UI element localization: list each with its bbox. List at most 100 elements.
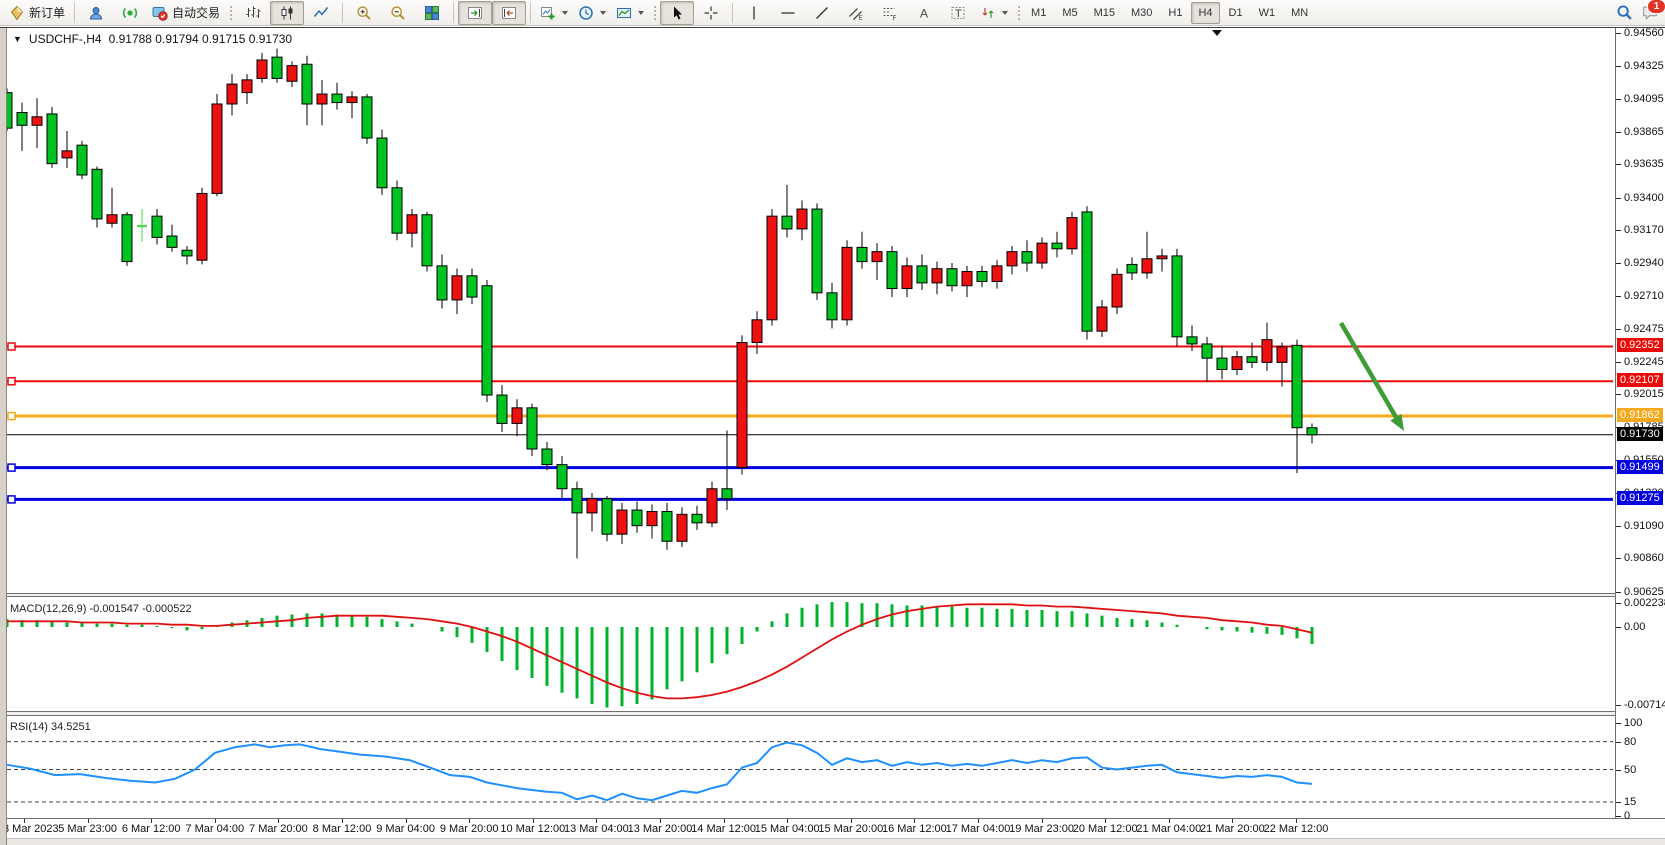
fibonacci-button[interactable]: F — [873, 1, 907, 25]
price-tick-label: 0.90860 — [1624, 552, 1664, 565]
price-tick — [1616, 230, 1621, 232]
signals-icon — [122, 7, 138, 18]
zoom-in-button[interactable] — [347, 1, 381, 25]
candle — [1216, 357, 1228, 370]
candle — [721, 488, 733, 500]
new-order-button[interactable]: 新订单 — [4, 1, 70, 25]
new-order-label: 新订单 — [29, 6, 66, 20]
price-tick-label: 0.90625 — [1624, 585, 1664, 598]
time-label: 8 Mar 12:00 — [312, 823, 372, 835]
timeframe-button-M15[interactable]: M15 — [1093, 6, 1115, 19]
candle — [556, 464, 568, 490]
line-handle[interactable] — [7, 342, 16, 351]
collapse-chart-icon[interactable]: ▼ — [13, 34, 22, 44]
candle — [736, 342, 748, 468]
line-handle[interactable] — [7, 495, 16, 504]
time-label: 10 Mar 12:00 — [500, 823, 566, 835]
timeframe-button-M30[interactable]: M30 — [1131, 6, 1153, 19]
price-tick-label: 0.92245 — [1624, 355, 1664, 368]
line-price-label: 0.92352 — [1617, 338, 1663, 353]
text-label-button[interactable]: T — [941, 1, 975, 25]
candle — [421, 214, 433, 267]
timeframe-button-H4[interactable]: H4 — [1191, 1, 1220, 24]
fibonacci-icon: F — [883, 7, 897, 21]
community-button[interactable] — [79, 1, 113, 25]
new-order-icon — [10, 5, 24, 20]
line-handle[interactable] — [7, 377, 16, 386]
line-handle[interactable] — [7, 411, 16, 421]
price-tick-label: 0.92940 — [1624, 257, 1664, 269]
main-chart[interactable] — [0, 28, 1615, 593]
channel-button[interactable]: E — [839, 1, 873, 25]
price-tick-label: 0.93170 — [1624, 224, 1664, 237]
toolbar-drag-handle[interactable] — [652, 3, 658, 22]
time-tick — [1105, 819, 1107, 823]
bar-chart-button[interactable] — [236, 1, 270, 25]
text-button[interactable]: A — [907, 1, 941, 25]
arrows-button[interactable] — [975, 1, 1013, 25]
zoom-out-button[interactable] — [381, 1, 415, 25]
panel-splitter[interactable] — [0, 593, 1665, 597]
rsi-tick — [1616, 741, 1621, 743]
rsi-tick — [1616, 723, 1621, 724]
candle — [481, 285, 493, 396]
search-icon[interactable] — [1616, 4, 1633, 21]
horizontal-line-button[interactable] — [771, 1, 805, 25]
time-tick — [87, 819, 89, 823]
text-label-icon: T — [951, 6, 965, 20]
candle — [316, 93, 328, 105]
candle — [901, 265, 913, 290]
trend-arrow-line[interactable] — [1339, 321, 1398, 419]
price-tick — [1616, 197, 1621, 199]
timeframe-button-M1[interactable]: M1 — [1031, 6, 1047, 19]
timeframe-button-H1[interactable]: H1 — [1168, 6, 1183, 19]
signals-button[interactable] — [113, 1, 147, 25]
chat-button[interactable]: 1 — [1641, 0, 1665, 21]
tile-windows-button[interactable] — [415, 1, 449, 25]
timeframe-button-M5[interactable]: M5 — [1062, 6, 1078, 19]
chart-shift-icon — [502, 6, 517, 19]
tile-windows-icon — [425, 5, 440, 20]
periods-button[interactable] — [573, 1, 611, 25]
time-axis: 3 Mar 2023 5 Mar 23:00 6 Mar 12:00 7 Mar 04… — [0, 819, 1615, 838]
time-label: 14 Mar 12:00 — [691, 823, 756, 835]
candle — [31, 116, 43, 126]
crosshair-button[interactable] — [694, 1, 728, 25]
candle — [391, 187, 403, 234]
candle — [76, 144, 88, 176]
timeframe-button-W1[interactable]: W1 — [1258, 6, 1276, 19]
candle — [931, 268, 943, 284]
line-ch art-button[interactable] — [304, 1, 338, 25]
candle — [856, 246, 868, 263]
time-tick — [1041, 819, 1043, 823]
auto-scroll-button[interactable] — [458, 0, 493, 25]
trendline-button[interactable] — [805, 1, 839, 25]
new-chart-button[interactable] — [535, 1, 573, 25]
line-price-label: 0.92107 — [1617, 373, 1663, 388]
templates-button[interactable] — [611, 1, 649, 25]
line-handle[interactable] — [7, 463, 16, 472]
time-tick — [660, 819, 661, 823]
cursor-button[interactable] — [660, 0, 695, 25]
zoom-out-icon — [391, 5, 405, 20]
chart-shift-button[interactable] — [492, 0, 527, 25]
rsi-panel[interactable] — [0, 716, 1615, 818]
price-axis[interactable]: 0.94560 0.94325 0.94095 0.93865 0.93635 0.934… — [1615, 27, 1665, 822]
notification-badge: 1 — [1647, 0, 1665, 14]
vertical-line-button[interactable] — [737, 1, 771, 25]
candle — [91, 168, 103, 220]
toolbar-drag-handle[interactable] — [1016, 3, 1022, 22]
chart-shift-marker[interactable] — [1212, 30, 1222, 36]
timeframe-button-D1[interactable]: D1 — [1228, 6, 1243, 19]
candlestick-chart-button[interactable] — [270, 0, 305, 25]
autotrading-button[interactable]: 自动交易 — [147, 1, 225, 25]
panel-splitter[interactable] — [0, 711, 1665, 716]
toolbar-drag-handle[interactable] — [228, 3, 234, 22]
macd-panel[interactable] — [0, 597, 1615, 711]
rsi-tick — [1616, 816, 1621, 817]
price-tick — [1616, 591, 1621, 593]
timeframe-button-MN[interactable]: MN — [1291, 6, 1309, 19]
candle — [1006, 251, 1018, 267]
price-tick — [1616, 558, 1621, 560]
time-label: 5 Mar 23:00 — [58, 823, 117, 835]
